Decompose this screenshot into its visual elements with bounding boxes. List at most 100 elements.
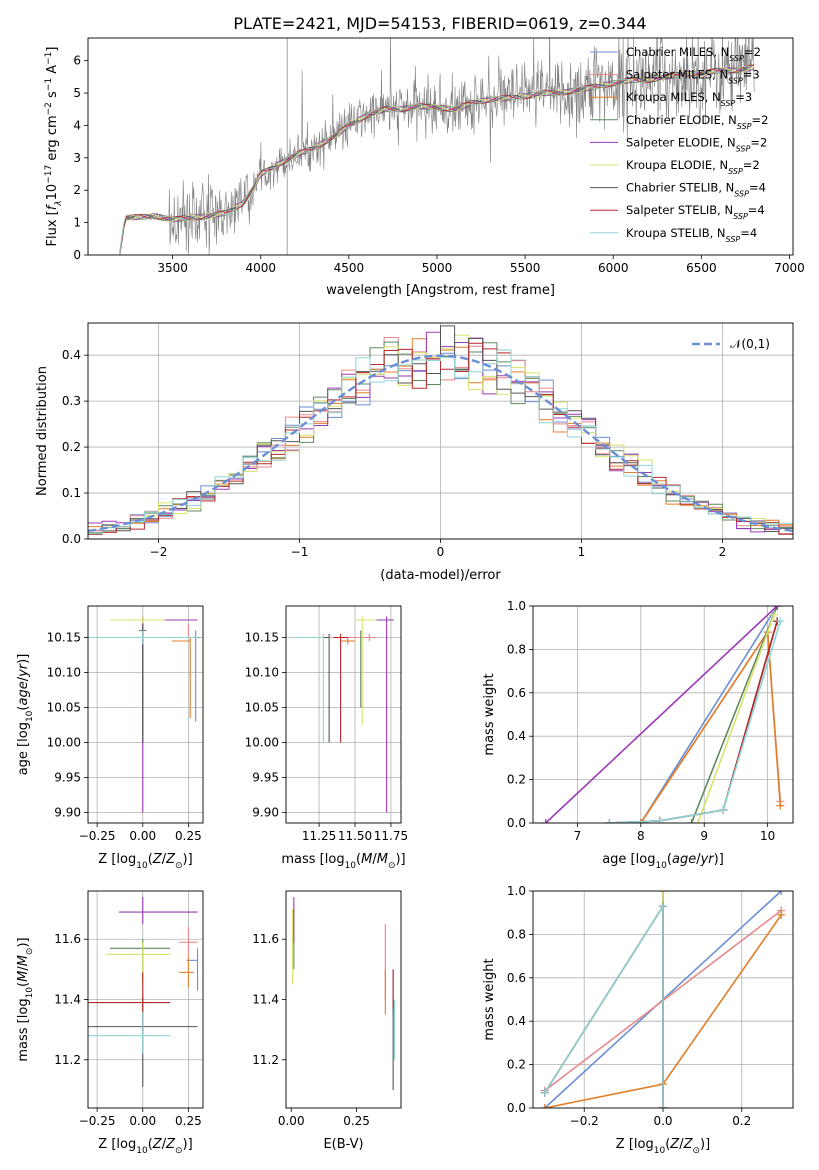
x-tick-label: −0.2 — [570, 1114, 599, 1128]
series-salpeter-stelib — [540, 902, 667, 1108]
x-tick-label: 6000 — [598, 261, 629, 275]
y-axis-label: mass [log10(M/M⊙)] — [16, 937, 35, 1061]
y-tick-label: 0.4 — [62, 348, 81, 362]
legend-label: Kroupa MILES, NSSP=3 — [626, 90, 752, 108]
x-tick-label: 7000 — [774, 261, 805, 275]
plot-area-spectrum — [119, 38, 755, 255]
plot-area-massweight-vs-Z — [540, 891, 786, 1108]
series-marker — [773, 606, 782, 610]
y-tick-label: 0.8 — [507, 927, 526, 941]
y-tick-label: 0.2 — [507, 1058, 526, 1072]
axes-spectrum: 3500 4000 4500 5000 5500 6000 6500 7000 0 1 2 3 4 5 6 w… — [44, 37, 805, 298]
plot-area-mass-vs-ebv — [291, 897, 396, 1090]
series-kroupa-stelib — [605, 617, 785, 823]
x-tick-label: −2 — [150, 545, 168, 559]
x-tick-label: 0 — [437, 545, 445, 559]
spectrum-model-kroupa-stelib — [119, 65, 755, 255]
y-tick-label: 1.0 — [507, 884, 526, 898]
y-tick-label: 11.4 — [252, 993, 279, 1007]
x-tick-label: 0.00 — [129, 1114, 156, 1128]
axes-frame — [532, 890, 794, 1109]
x-tick-label: 8 — [637, 829, 645, 843]
y-tick-label: 0.4 — [507, 1014, 526, 1028]
legend-label: Chabrier ELODIE, NSSP=2 — [626, 113, 768, 131]
errorbar-chabrier-stelib — [294, 634, 330, 743]
y-axis-label: mass weight — [482, 673, 497, 755]
series-marker — [777, 910, 786, 919]
x-tick-label: 0.25 — [175, 1114, 202, 1128]
plot-area-residuals — [88, 325, 793, 535]
series-marker — [659, 1104, 667, 1108]
y-tick-label: 9.90 — [252, 806, 279, 820]
series-marker — [659, 902, 667, 911]
axes-frame — [285, 890, 402, 1109]
x-axis-label: E(B-V) — [323, 1137, 363, 1152]
spectrum-model-chabrier-stelib — [119, 64, 755, 255]
axes-age-vs-mass: 11.25 11.50 11.75 9.90 9.95 10.00 10.05 10.10 10… — [245, 605, 408, 871]
series-chabrier-stelib — [605, 617, 782, 823]
errorbar-salpeter-elodie — [142, 616, 198, 813]
y-axis-label: Flux [fλ10−17 erg cm−2 s−1 A−1] — [44, 47, 64, 247]
x-tick-label: 10 — [760, 829, 775, 843]
y-tick-label: 0.6 — [507, 686, 526, 700]
series-line — [640, 606, 778, 823]
y-tick-label: 3 — [73, 151, 81, 165]
x-tick-label: 0.0 — [653, 1114, 672, 1128]
axes-frame — [87, 890, 204, 1109]
x-tick-label: 0.00 — [278, 1114, 305, 1128]
series-line — [609, 620, 778, 823]
y-tick-label: 9.95 — [54, 771, 81, 785]
y-tick-label: 0.0 — [62, 532, 81, 546]
x-tick-label: 9 — [700, 829, 708, 843]
legend-label: Chabrier STELIB, NSSP=4 — [626, 181, 766, 199]
y-tick-label: 10.15 — [245, 631, 279, 645]
legend-label: Salpeter ELODIE, NSSP=2 — [626, 135, 767, 153]
axes-frame — [532, 605, 794, 824]
x-tick-label: 1 — [578, 545, 586, 559]
y-tick-label: 0.1 — [62, 486, 81, 500]
y-tick-label: 1 — [73, 216, 81, 230]
series-salpeter-miles — [636, 628, 785, 823]
errorbar-kroupa-elodie — [109, 616, 165, 624]
y-tick-label: 0.6 — [507, 971, 526, 985]
axes-frame — [87, 322, 794, 540]
series-marker — [636, 819, 645, 823]
series-marker — [605, 819, 614, 823]
errorbar-chabrier-elodie — [109, 939, 171, 979]
errorbar-kroupa-elodie — [355, 616, 377, 725]
series-marker — [655, 816, 664, 823]
y-tick-label: 10.10 — [245, 666, 279, 680]
errorbar-salpeter-miles — [179, 927, 198, 958]
normal-curve — [88, 354, 793, 533]
errorbar-kroupa-stelib — [88, 1011, 171, 1054]
y-tick-label: 11.4 — [54, 993, 81, 1007]
series-chabrier-stelib — [540, 902, 667, 1108]
y-tick-label: 11.6 — [54, 932, 81, 946]
y-axis-label: age [log10(age/yr)] — [16, 654, 35, 776]
series-marker — [693, 819, 702, 823]
y-tick-label: 0.3 — [62, 394, 81, 408]
series-line — [640, 629, 782, 823]
errorbar-kroupa-miles — [171, 637, 191, 718]
x-axis-label: Z [log10(Z/Z⊙)] — [98, 1137, 192, 1156]
errorbar-kroupa-miles — [340, 637, 355, 645]
legend-label: Salpeter MILES, NSSP=3 — [626, 68, 760, 86]
legend-label: Kroupa STELIB, NSSP=4 — [626, 226, 757, 244]
axes-massweight-vs-Z: −0.2 0.0 0.2 0.0 0.2 0.4 0.6 0.8 1.0 Z [log10(Z/Z… — [482, 884, 794, 1156]
x-tick-label: 0.25 — [343, 1114, 370, 1128]
y-tick-label: 9.90 — [54, 806, 81, 820]
x-axis-label: (data-model)/error — [380, 568, 501, 583]
axes-mass-vs-Z: −0.25 0.00 0.25 11.2 11.4 11.6 Z [log10(Z/Z⊙)]… — [16, 890, 204, 1156]
series-marker — [540, 1088, 549, 1097]
y-tick-label: 0.4 — [507, 729, 526, 743]
y-tick-label: 1.0 — [507, 599, 526, 613]
x-axis-label: wavelength [Angstrom, rest frame] — [326, 283, 555, 298]
series-line — [697, 614, 775, 823]
axes-massweight-vs-age: 7 8 9 10 0.0 0.2 0.4 0.6 0.8 1.0 age [log10(age/yr… — [482, 599, 794, 871]
legend-label: Kroupa ELODIE, NSSP=2 — [626, 158, 760, 176]
y-tick-label: 10.15 — [47, 631, 81, 645]
errorbar-kroupa-miles — [179, 957, 194, 988]
series-marker — [540, 1104, 549, 1108]
y-tick-label: 9.95 — [252, 771, 279, 785]
